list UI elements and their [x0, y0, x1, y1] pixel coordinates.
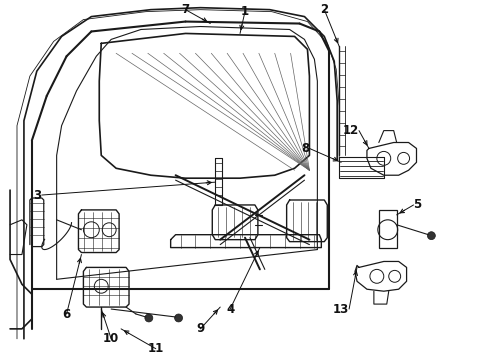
Circle shape	[427, 232, 435, 240]
Circle shape	[174, 314, 183, 322]
Text: 2: 2	[320, 3, 328, 16]
Text: 11: 11	[147, 342, 164, 355]
Text: 13: 13	[333, 302, 349, 316]
Text: 3: 3	[34, 189, 42, 202]
Text: 7: 7	[181, 3, 190, 16]
Text: 12: 12	[343, 124, 359, 137]
Text: 8: 8	[301, 142, 310, 155]
Text: 1: 1	[241, 5, 249, 18]
Text: 5: 5	[414, 198, 422, 211]
Circle shape	[145, 314, 153, 322]
Text: 10: 10	[103, 332, 119, 345]
Text: 6: 6	[62, 307, 71, 320]
Bar	[379, 210, 397, 248]
Text: 9: 9	[196, 322, 204, 336]
Text: 4: 4	[226, 302, 234, 316]
